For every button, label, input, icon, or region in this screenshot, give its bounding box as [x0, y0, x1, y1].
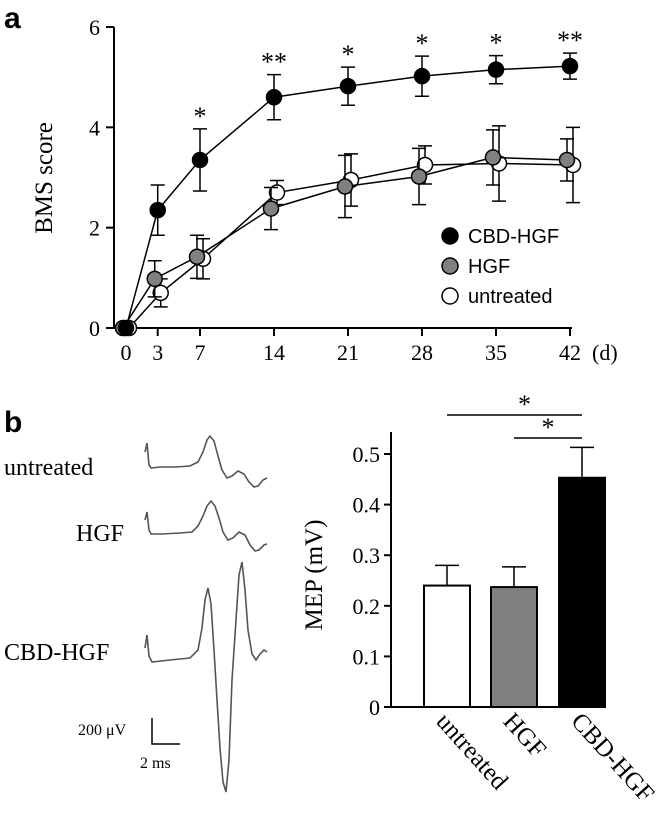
bar-HGF [490, 586, 538, 708]
legend-marker [441, 287, 459, 305]
data-point [484, 149, 502, 166]
data-point [410, 168, 428, 185]
bar-chart-bars [423, 446, 606, 709]
data-point [117, 319, 135, 337]
data-point [561, 57, 579, 75]
line-chart-legend: CBD-HGF HGF untreated [441, 226, 559, 308]
significance-marker: * [490, 29, 503, 58]
data-point [188, 248, 206, 266]
bar-CBD-HGF [558, 476, 606, 709]
significance-marker: * [416, 29, 429, 58]
y-tick-label: 6 [89, 15, 100, 40]
x-tick-label: 42 [559, 340, 581, 365]
x-tick-label: 0 [121, 340, 132, 365]
line-chart-x-unit: (d) [592, 340, 618, 365]
trace-label-untreated: untreated [4, 455, 93, 481]
data-point [558, 151, 576, 169]
scale-voltage-label: 200 μV [78, 722, 127, 739]
data-point [413, 67, 431, 85]
line-chart-series [114, 52, 582, 337]
trace-cbd-hgf [144, 561, 268, 793]
category-label: CBD-HGF [566, 708, 660, 808]
scale-bar [151, 718, 180, 745]
significance-marker: ** [557, 26, 583, 55]
error-bar [435, 564, 459, 586]
y-tick-label: 2 [89, 216, 100, 241]
line-chart-significance: *** * * * ** [194, 26, 584, 131]
error-bar [570, 446, 594, 478]
line-chart-y-label: BMS score [31, 122, 58, 234]
trace-untreated [144, 434, 268, 488]
significance-marker: * [342, 40, 355, 69]
legend-label: HGF [468, 256, 510, 278]
trace-label-hgf: HGF [76, 521, 124, 547]
x-tick-label: 28 [411, 340, 433, 365]
y-tick-label: 0.1 [353, 644, 381, 669]
data-point [191, 151, 209, 169]
bar-chart-y-label: MEP (mV) [301, 520, 328, 631]
data-point [146, 270, 163, 288]
category-label: untreated [431, 708, 514, 796]
data-point [339, 77, 357, 95]
trace-hgf [144, 499, 268, 552]
data-point [487, 61, 505, 78]
panel-a-label: a [4, 2, 21, 35]
legend-label: untreated [468, 286, 553, 308]
series-line [125, 65, 571, 329]
x-tick-label: 21 [337, 340, 359, 365]
x-tick-label: 35 [485, 340, 507, 365]
y-tick-label: 0.5 [353, 442, 381, 467]
x-tick-label: 14 [263, 340, 285, 365]
x-tick-label: 3 [152, 340, 163, 365]
data-point [268, 184, 286, 201]
y-tick-label: 4 [89, 115, 100, 140]
significance-marker: ** [261, 48, 287, 77]
series-CBD-HGF [117, 52, 579, 337]
scale-time-label: 2 ms [140, 755, 171, 772]
series-line [128, 162, 574, 329]
data-point [265, 88, 283, 106]
legend-marker [441, 227, 459, 245]
trace-label-cbd-hgf: CBD-HGF [4, 640, 109, 666]
legend-label: CBD-HGF [468, 226, 559, 248]
legend-marker [441, 257, 459, 275]
y-tick-label: 0.2 [353, 594, 381, 619]
mep-bar-chart: MEP (mV) 00.10.20.30.40.5 ** untreatedHG… [301, 390, 659, 808]
data-point [149, 201, 166, 219]
y-tick-label: 0 [369, 695, 380, 720]
y-tick-label: 0 [89, 316, 100, 341]
category-label: HGF [498, 708, 552, 763]
data-point [336, 178, 354, 195]
data-point [262, 200, 280, 217]
bar-chart-significance: ** [447, 390, 582, 442]
significance-marker: * [518, 390, 531, 419]
mep-traces: untreated HGF CBD-HGF 200 μV 2 ms [4, 434, 268, 793]
error-bar [502, 566, 526, 588]
bar-untreated [423, 584, 471, 708]
y-tick-label: 0.4 [353, 493, 381, 518]
y-tick-label: 0.3 [353, 543, 381, 568]
x-tick-label: 7 [195, 340, 206, 365]
bar-chart-ticks: 0 0.1 0.2 0.3 0.4 0.5 [353, 442, 391, 720]
panel-b-label: b [4, 406, 22, 439]
significance-marker: * [542, 413, 555, 442]
significance-marker: * [194, 102, 207, 131]
